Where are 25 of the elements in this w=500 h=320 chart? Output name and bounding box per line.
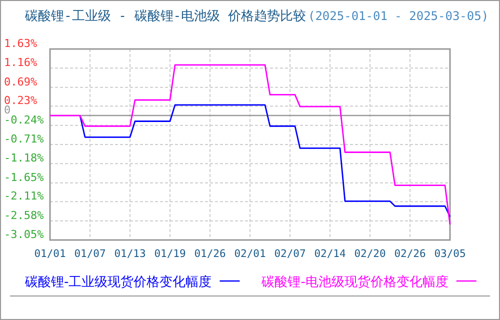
y-tick-label: 1.16% [4, 56, 38, 70]
y-tick-label: -1.65% [4, 170, 44, 184]
legend-label: 碳酸锂-工业级现货价格变化幅度 [24, 274, 212, 290]
y-tick-label: -2.58% [4, 208, 44, 222]
x-tick-label: 01/01 [34, 248, 66, 260]
y-tick-label: -2.11% [4, 190, 44, 203]
x-tick-label: 02/01 [234, 248, 266, 260]
y-tick-label: 1.63% [4, 37, 38, 50]
subtitle: (2025-01-01 - 2025-03-05) [308, 9, 489, 23]
x-tick-label: 02/14 [314, 248, 346, 260]
y-tick-label: 0.69% [4, 75, 38, 88]
x-tick-label: 01/13 [114, 248, 146, 260]
y-tick-label: -3.05% [4, 228, 44, 241]
y-tick-label: -0.71% [4, 132, 44, 146]
x-tick-label: 01/07 [74, 248, 106, 260]
x-tick-label: 03/05 [434, 248, 466, 260]
legend-label: 碳酸锂-电池级现货价格变化幅度 [260, 274, 448, 290]
x-tick-label: 01/19 [154, 248, 186, 260]
x-tick-label: 01/26 [194, 248, 226, 260]
title: 碳酸锂-工业级 - 碳酸锂-电池级 价格趋势比较(2025-01-01 - 2025-03-05) [25, 9, 489, 24]
y-tick-label: -1.18% [4, 152, 44, 165]
chart-title: 碳酸锂-工业级 - 碳酸锂-电池级 价格趋势比较 [24, 9, 306, 24]
x-tick-label: 02/26 [394, 248, 426, 260]
x-tick-label: 02/20 [354, 248, 386, 260]
x-tick-label: 02/07 [274, 248, 306, 260]
